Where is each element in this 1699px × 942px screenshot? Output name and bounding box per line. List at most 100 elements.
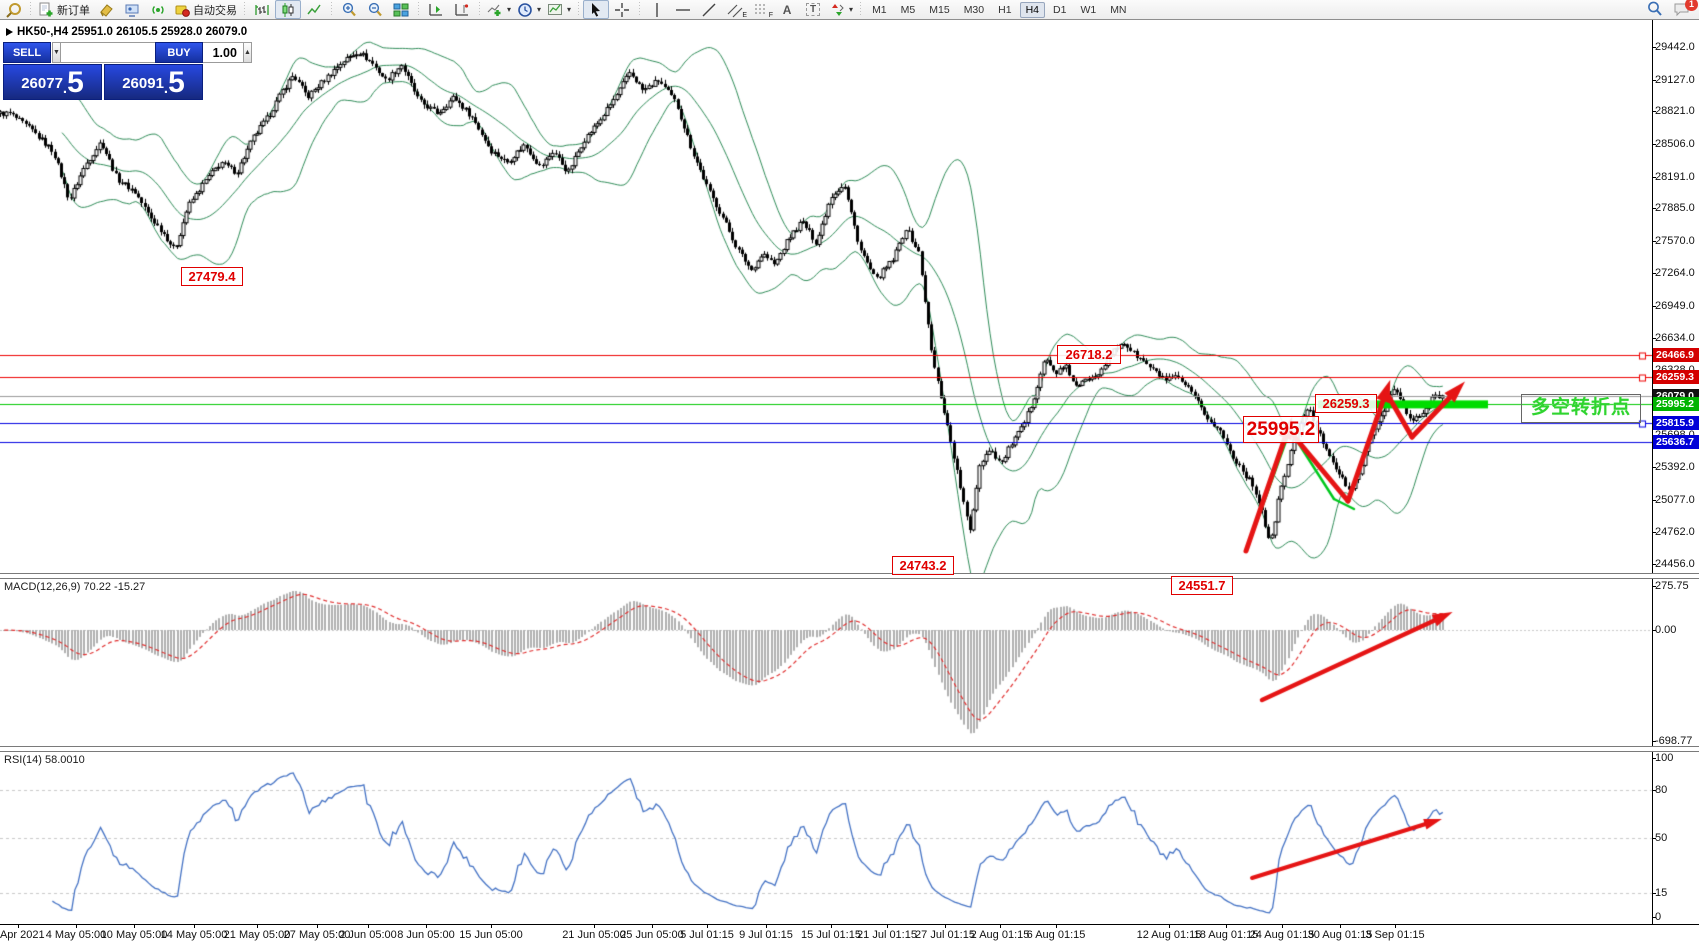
new-order-button[interactable]: 新订单 bbox=[35, 0, 93, 19]
time-label: 27 Jul 01:15 bbox=[915, 929, 975, 941]
styler-icon bbox=[100, 3, 113, 17]
buy-price-panel[interactable]: 26091. 5 bbox=[104, 64, 203, 100]
timeframe-M1[interactable]: M1 bbox=[872, 3, 887, 16]
time-label: 30 Aug 01:15 bbox=[1307, 929, 1373, 941]
fibonacci-tool[interactable]: F bbox=[748, 0, 774, 19]
horizontal-line-icon bbox=[676, 8, 691, 11]
channel-tool[interactable]: E bbox=[722, 0, 748, 19]
price-tick-tickmark bbox=[1652, 111, 1656, 112]
price-marker-26466.9[interactable]: 26466.9 bbox=[1653, 348, 1699, 362]
timeframe-M5[interactable]: M5 bbox=[900, 3, 916, 16]
tile-windows-button[interactable] bbox=[388, 0, 414, 19]
sell-button[interactable]: SELL bbox=[3, 42, 51, 63]
auto-trading-button[interactable]: 自动交易 bbox=[171, 0, 240, 19]
terminal-button[interactable] bbox=[119, 0, 145, 19]
channel-icon bbox=[727, 4, 743, 17]
price-label-24551.7[interactable]: 24551.7 bbox=[1171, 576, 1233, 595]
price-marker-26259.3[interactable]: 26259.3 bbox=[1653, 370, 1699, 384]
price-tick-tickmark bbox=[1652, 80, 1656, 81]
channel-letter: E bbox=[742, 12, 748, 19]
price-label-25995.2[interactable]: 25995.2 bbox=[1243, 416, 1319, 443]
templates-button[interactable]: ▾ bbox=[544, 0, 574, 19]
rsi-tick-tickmark bbox=[1652, 893, 1656, 894]
macd-tick: 275.75 bbox=[1655, 580, 1689, 592]
timeframe-M15[interactable]: M15 bbox=[929, 3, 950, 16]
main-chart-canvas[interactable] bbox=[0, 20, 1652, 573]
time-label: 2 Jun 05:00 bbox=[339, 929, 397, 941]
zoom-out-button[interactable] bbox=[362, 0, 388, 19]
vertical-line-tool[interactable] bbox=[644, 0, 670, 19]
timeframe-D1[interactable]: D1 bbox=[1053, 3, 1067, 16]
price-marker-25636.7[interactable]: 25636.7 bbox=[1653, 435, 1699, 449]
timeframe-M30[interactable]: M30 bbox=[963, 3, 985, 16]
macd-tick-tickmark bbox=[1652, 586, 1656, 587]
price-label-24743.2[interactable]: 24743.2 bbox=[892, 556, 954, 575]
pane-divider-rsi[interactable] bbox=[0, 746, 1699, 752]
price-tick-tickmark bbox=[1652, 564, 1656, 565]
price-label-26259.3[interactable]: 26259.3 bbox=[1315, 394, 1377, 413]
timeframe-MN[interactable]: MN bbox=[1110, 3, 1127, 16]
timeframe-H1[interactable]: H1 bbox=[998, 3, 1012, 16]
macd-tick-tickmark bbox=[1652, 630, 1656, 631]
rsi-tick-tickmark bbox=[1652, 838, 1656, 839]
chart-properties-button[interactable] bbox=[93, 0, 119, 19]
candlestick-chart-button[interactable] bbox=[275, 0, 301, 19]
time-tickmark bbox=[707, 925, 708, 928]
cursor-icon bbox=[592, 2, 601, 17]
time-label: 25 Jun 05:00 bbox=[620, 929, 684, 941]
line-chart-button[interactable] bbox=[301, 0, 327, 19]
rsi-tick-tickmark bbox=[1652, 917, 1656, 918]
text-tool[interactable]: A bbox=[774, 0, 800, 19]
auto-scroll-button[interactable] bbox=[423, 0, 449, 19]
cursor-tool-button[interactable] bbox=[583, 0, 610, 19]
price-tick-tickmark bbox=[1652, 273, 1656, 274]
trendline-tool[interactable] bbox=[696, 0, 722, 19]
note-box[interactable]: 多空转折点 bbox=[1521, 394, 1641, 423]
search-icon[interactable] bbox=[1647, 1, 1663, 17]
zoom-out-icon bbox=[368, 2, 382, 16]
chart-window: 29442.0 29127.0 28821.0 28506.0 28191.0 27885… bbox=[0, 20, 1699, 942]
horizontal-line-tool[interactable] bbox=[670, 0, 696, 19]
text-label-tool[interactable]: T bbox=[800, 0, 826, 19]
timeframe-H4[interactable]: H4 bbox=[1019, 1, 1045, 18]
price-tick-tickmark bbox=[1652, 500, 1656, 501]
price-marker-25815.9[interactable]: 25815.9 bbox=[1653, 416, 1699, 430]
toolbar-separator bbox=[637, 2, 643, 17]
fibonacci-icon bbox=[755, 4, 766, 13]
label-tool-letter: T bbox=[805, 3, 821, 16]
volume-increase-button[interactable]: ▲ bbox=[242, 42, 252, 63]
time-tickmark bbox=[1395, 925, 1396, 928]
macd-pane-canvas[interactable] bbox=[0, 577, 1652, 746]
time-tickmark bbox=[1282, 925, 1283, 928]
buy-button[interactable]: BUY bbox=[155, 42, 203, 63]
price-marker-25995.2[interactable]: 25995.2 bbox=[1653, 397, 1699, 411]
timeframe-W1[interactable]: W1 bbox=[1080, 3, 1097, 16]
time-label: 9 Jul 01:15 bbox=[739, 929, 793, 941]
volume-decrease-button[interactable]: ▼ bbox=[52, 42, 61, 63]
time-label: 24 Aug 01:15 bbox=[1249, 929, 1315, 941]
price-tick: 29127.0 bbox=[1655, 74, 1695, 86]
price-label-27479.4[interactable]: 27479.4 bbox=[181, 267, 243, 286]
time-tickmark bbox=[1226, 925, 1227, 928]
periods-button[interactable]: ▾ bbox=[514, 0, 544, 19]
rsi-pane-canvas[interactable] bbox=[0, 750, 1652, 924]
sell-price-panel[interactable]: 26077. 5 bbox=[3, 64, 102, 100]
notifications-button[interactable]: 1 bbox=[1673, 0, 1698, 17]
bar-chart-button[interactable] bbox=[249, 0, 275, 19]
price-label-26718.2[interactable]: 26718.2 bbox=[1057, 345, 1121, 364]
indicators-button[interactable]: ▾ bbox=[484, 0, 514, 19]
time-tickmark bbox=[594, 925, 595, 928]
time-tickmark bbox=[134, 925, 135, 928]
price-tick: 25077.0 bbox=[1655, 494, 1695, 506]
price-tick-tickmark bbox=[1652, 467, 1656, 468]
volume-input[interactable] bbox=[60, 42, 243, 63]
time-tickmark bbox=[1000, 925, 1001, 928]
arrows-tool[interactable]: ▾ bbox=[826, 0, 856, 19]
pane-divider-macd[interactable] bbox=[0, 573, 1699, 579]
signals-button[interactable] bbox=[145, 0, 171, 19]
crosshair-tool-button[interactable] bbox=[609, 0, 635, 19]
zoom-in-button[interactable] bbox=[336, 0, 362, 19]
time-label: 6 Aug 01:15 bbox=[1026, 929, 1086, 941]
chart-shift-button[interactable] bbox=[449, 0, 475, 19]
